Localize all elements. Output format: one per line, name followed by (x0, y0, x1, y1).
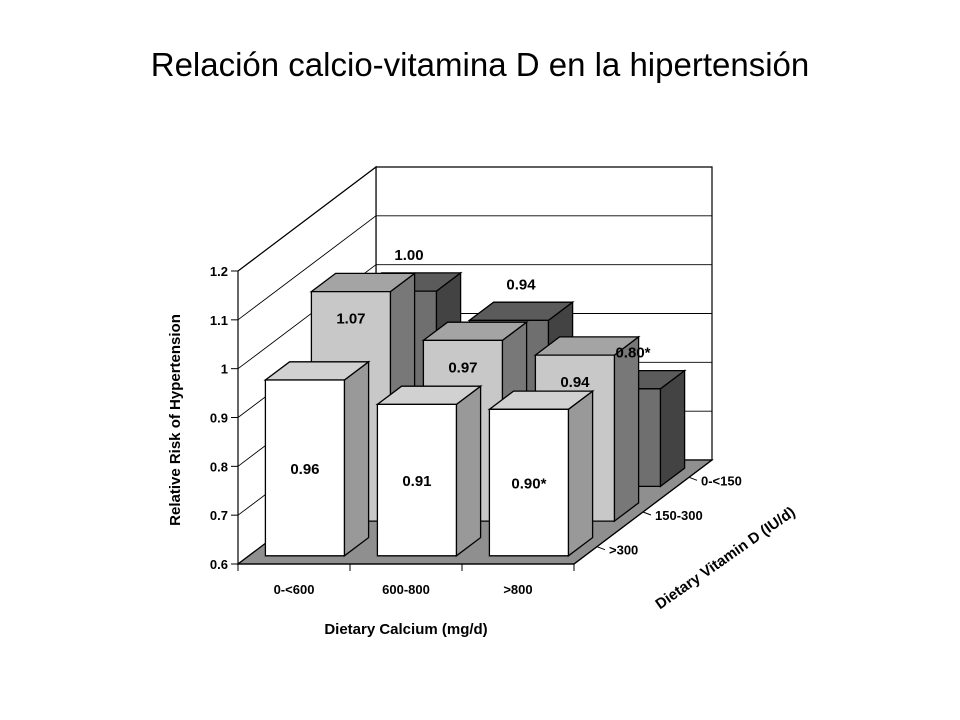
data-label: 0.94 (506, 276, 536, 293)
gridline (237, 264, 712, 370)
bar-front (264, 379, 346, 557)
data-label: 1.00 (394, 247, 423, 264)
data-label: 0.96 (290, 461, 319, 478)
z-tick-label: 0-<150 (701, 473, 742, 488)
z-tick-label: >300 (609, 543, 638, 558)
bar (375, 384, 483, 558)
data-label: 0.91 (402, 473, 431, 490)
data-label: 0.90* (511, 476, 546, 493)
x-tick-label: 0-<600 (274, 582, 315, 597)
data-label: 0.94 (560, 374, 590, 391)
x-tick-label: 600-800 (382, 582, 430, 597)
y-tick-label: 0.7 (210, 508, 228, 523)
data-label: 0.97 (448, 359, 477, 376)
bar-side (613, 335, 640, 523)
gridline (237, 215, 712, 321)
bar-side (455, 384, 482, 558)
z-tick-label: 150-300 (655, 508, 703, 523)
bar-front (488, 408, 570, 557)
y-tick-label: 0.8 (210, 459, 228, 474)
chart-title: Relación calcio-vitamina D en la hiperte… (150, 46, 810, 83)
bar (263, 360, 371, 558)
y-tick-label: 0.6 (210, 557, 228, 572)
y-tick-label: 0.9 (210, 411, 228, 426)
x-tick-label: >800 (503, 582, 532, 597)
x-axis-title: Dietary Calcium (mg/d) (324, 621, 487, 638)
axes (231, 270, 713, 571)
y-tick-label: 1 (221, 362, 228, 377)
data-label: 1.07 (336, 311, 365, 328)
gridline (237, 166, 712, 272)
bar-side (659, 369, 686, 488)
z-tick (688, 476, 698, 481)
y-axis-title: Relative Risk of Hypertension (167, 314, 184, 526)
bar (487, 389, 595, 558)
z-tick (642, 511, 652, 516)
bar-front (376, 403, 458, 557)
y-tick-label: 1.2 (210, 264, 228, 279)
bars (263, 271, 687, 558)
data-label: 0.80* (615, 345, 650, 362)
bar-side (567, 389, 594, 558)
bar-side (343, 360, 370, 558)
z-tick (596, 546, 606, 551)
y-tick-label: 1.1 (210, 313, 228, 328)
